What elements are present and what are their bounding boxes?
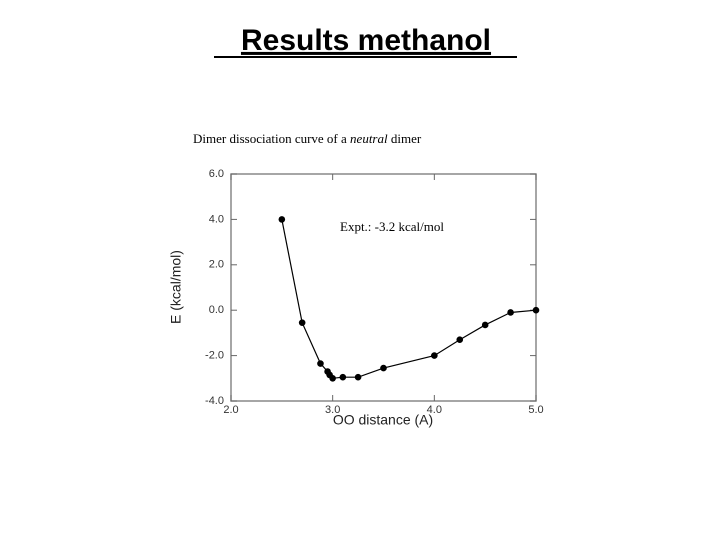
data-point <box>317 360 324 367</box>
slide-title: Results methanol <box>241 24 491 57</box>
y-tick-label: -4.0 <box>205 395 224 407</box>
y-tick-label: -2.0 <box>205 350 224 362</box>
plot-frame <box>230 173 537 402</box>
data-point <box>507 309 514 316</box>
data-point <box>481 321 489 329</box>
subtitle-part: dimer <box>391 131 422 146</box>
x-tick-label: 4.0 <box>427 404 442 416</box>
y-tick-label: 6.0 <box>209 168 224 180</box>
data-point <box>339 373 347 381</box>
x-tick-label: 3.0 <box>325 404 340 416</box>
data-point <box>298 319 306 326</box>
y-tick-label: 0.0 <box>209 304 224 316</box>
x-tick-label: 5.0 <box>528 404 543 416</box>
x-axis-label: OO distance (A) <box>333 412 433 428</box>
y-tick-label: 4.0 <box>209 213 224 225</box>
y-axis-label: E (kcal/mol) <box>168 250 184 324</box>
data-point <box>431 352 438 359</box>
data-point <box>532 306 540 314</box>
data-point <box>329 375 336 382</box>
data-point <box>456 336 464 344</box>
chart-subtitle: Dimer dissociation curve of a neutral di… <box>193 131 422 146</box>
subtitle-part: neutral <box>350 131 388 146</box>
data-point <box>278 216 286 223</box>
subtitle-part: Dimer dissociation curve of a <box>193 131 347 146</box>
y-tick-label: 2.0 <box>209 259 224 271</box>
annotation: Expt.: -3.2 kcal/mol <box>340 219 444 234</box>
data-point <box>380 364 387 372</box>
x-tick-label: 2.0 <box>223 404 238 416</box>
data-line <box>281 219 537 379</box>
data-point <box>354 373 362 381</box>
